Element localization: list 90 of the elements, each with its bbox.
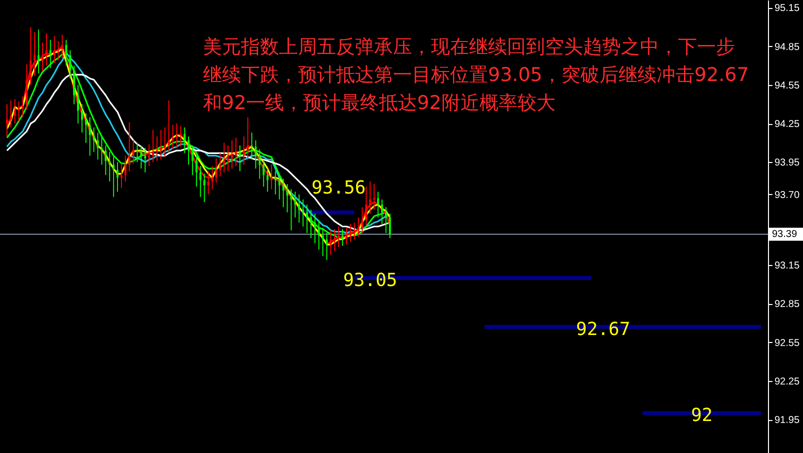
candlestick	[108, 151, 111, 182]
y-tick-label: 94.25	[774, 119, 800, 130]
candlestick	[238, 144, 241, 172]
y-tick-label: 93.70	[774, 190, 800, 201]
y-tick-label: 94.55	[774, 80, 800, 92]
candlestick	[286, 184, 288, 213]
y-tick-label: 92.55	[774, 338, 800, 349]
y-tick-label: 92.85	[774, 299, 800, 310]
candlestick	[116, 162, 119, 192]
data-label: 93.05	[343, 270, 398, 291]
candlestick	[192, 144, 194, 176]
candlestick	[156, 136, 158, 162]
candlestick	[38, 29, 40, 74]
candlestick	[104, 144, 107, 176]
y-tick-label: 94.85	[774, 42, 800, 53]
candlestick	[164, 126, 166, 158]
candlestick	[92, 126, 95, 152]
annotation: 美元指数上周五反弹承压，现在继续回到空头趋势之中，下一步	[203, 36, 735, 58]
data-label: 93.56	[312, 177, 366, 198]
candlestick	[207, 170, 210, 195]
candlestick	[384, 206, 387, 234]
candlestick	[199, 166, 202, 198]
candlestick	[215, 158, 218, 184]
candlestick	[112, 156, 115, 198]
candlestick	[262, 159, 265, 188]
candlestick	[242, 136, 245, 166]
candlestick	[211, 166, 214, 190]
candlestick	[100, 137, 103, 166]
candlestick	[223, 142, 226, 173]
ref-line-label: 93.39	[772, 229, 798, 240]
candlestick	[132, 140, 134, 164]
candlestick	[120, 162, 122, 188]
candlestick	[96, 132, 99, 160]
candlestick	[80, 104, 83, 134]
candlestick	[270, 164, 272, 190]
candlestick	[290, 188, 292, 231]
candlestick	[152, 129, 154, 163]
y-tick-label: 95.15	[774, 3, 800, 14]
candlestick	[278, 174, 280, 200]
annotation: 和92一线，预计最终抵达92附近概率较大	[203, 92, 556, 114]
candlestick	[128, 122, 130, 172]
candlestick	[377, 191, 380, 218]
candlestick	[381, 198, 384, 224]
candlestick	[148, 144, 150, 167]
candlestick	[357, 216, 360, 238]
data-label: 92	[690, 405, 713, 426]
candlestick	[298, 194, 300, 224]
candlestick	[365, 186, 368, 226]
candlestick	[84, 112, 87, 144]
candlestick	[18, 101, 20, 122]
candlestick	[246, 116, 249, 159]
candlestick	[294, 191, 296, 218]
candlestick	[258, 148, 261, 180]
candlestick	[22, 96, 24, 118]
candlestick	[136, 142, 138, 163]
candlestick	[176, 123, 178, 148]
candlestick	[227, 144, 230, 172]
candlestick	[302, 198, 304, 227]
candlestick	[254, 140, 257, 170]
y-tick-label: 93.95	[774, 158, 800, 169]
candlestick	[160, 129, 162, 160]
y-tick-label: 91.95	[774, 415, 800, 426]
candlestick	[144, 147, 146, 173]
candlestick	[195, 155, 198, 188]
candlestick	[369, 180, 372, 214]
candlestick	[349, 223, 352, 242]
candlestick	[306, 204, 308, 234]
candlestick	[361, 206, 364, 234]
candlestick	[203, 173, 206, 203]
candlestick	[168, 100, 170, 152]
candlestick	[373, 184, 376, 210]
candlestick	[219, 152, 222, 177]
candlestick	[282, 178, 284, 208]
candlestick	[172, 124, 174, 150]
annotation: 继续下跌，预计抵达第一目标位置93.05，突破后继续冲击92.67	[203, 64, 749, 86]
candlestick	[266, 168, 269, 192]
candlestick	[234, 137, 237, 167]
candlestick	[77, 84, 80, 124]
candlestick	[184, 126, 186, 154]
y-tick-label: 93.15	[774, 260, 800, 272]
candlestick	[10, 100, 12, 128]
candlestick	[274, 170, 276, 195]
candlestick	[231, 140, 234, 170]
candlestick	[14, 98, 16, 124]
candlestick	[88, 116, 91, 156]
candlestick	[188, 136, 190, 166]
candlestick	[124, 155, 126, 182]
y-tick-label: 92.25	[774, 376, 800, 388]
data-label: 92.67	[576, 318, 630, 340]
candlestick	[140, 144, 142, 170]
